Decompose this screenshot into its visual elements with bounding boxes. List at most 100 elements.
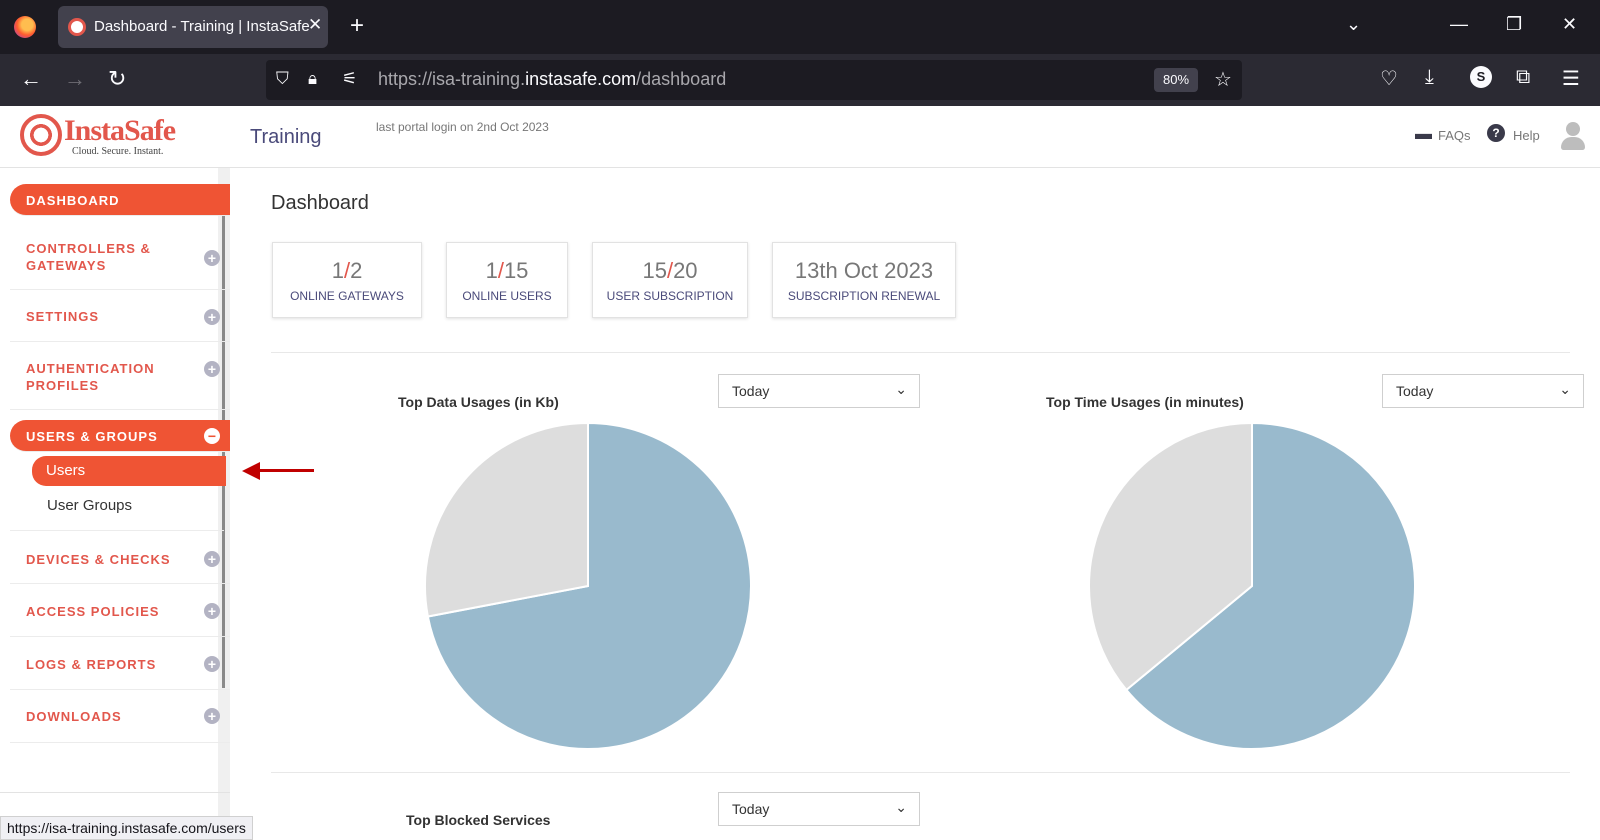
- sidebar-item-label: ACCESS POLICIES: [26, 604, 160, 619]
- tab-title: Dashboard - Training | InstaSafe: [94, 18, 310, 35]
- sidebar-bottom-divider: [0, 792, 230, 793]
- stat-label: SUBSCRIPTION RENEWAL: [787, 289, 941, 303]
- expand-plus-icon[interactable]: +: [204, 551, 220, 567]
- browser-status-url: https://isa-training.instasafe.com/users: [0, 816, 253, 840]
- url-bar[interactable]: ⛉ 🔒︎ ⚟ https://isa-training.instasafe.co…: [266, 60, 1242, 100]
- sidebar-item-label: SETTINGS: [26, 309, 100, 324]
- logo-text[interactable]: InstaSafe: [64, 114, 176, 147]
- browser-tab-bar: Dashboard - Training | InstaSafe ✕ + ⌄ —…: [0, 0, 1600, 54]
- pie-slice[interactable]: [426, 421, 752, 750]
- sidebar-item-logs-reports[interactable]: LOGS & REPORTS +: [10, 637, 230, 690]
- restore-icon[interactable]: ❐: [1506, 14, 1523, 34]
- lock-icon[interactable]: 🔒︎: [308, 69, 318, 88]
- sidebar-item-label: DOWNLOADS: [26, 709, 122, 724]
- expand-plus-icon[interactable]: +: [204, 250, 220, 266]
- stat-card-users[interactable]: 1/15 ONLINE USERS: [446, 242, 568, 318]
- instasafe-logo-icon[interactable]: [20, 114, 62, 156]
- sidebar-subitem-user-groups[interactable]: User Groups: [47, 497, 133, 514]
- sidebar-divider: [10, 530, 224, 531]
- sidebar-item-access-policies[interactable]: ACCESS POLICIES +: [10, 584, 230, 637]
- sidebar-item-settings[interactable]: SETTINGS +: [10, 290, 230, 342]
- expand-plus-icon[interactable]: +: [204, 656, 220, 672]
- expand-plus-icon[interactable]: +: [204, 309, 220, 325]
- pie-slice[interactable]: [1124, 421, 1416, 750]
- browser-nav-bar: ← → ↻ ⛉ 🔒︎ ⚟ https://isa-training.instas…: [0, 54, 1600, 106]
- shield-icon[interactable]: ⛉: [276, 69, 289, 88]
- expand-plus-icon[interactable]: +: [204, 603, 220, 619]
- help-icon[interactable]: ?: [1487, 124, 1505, 142]
- sidebar-item-users-groups[interactable]: USERS & GROUPS −: [10, 420, 230, 452]
- pie-slice[interactable]: [424, 421, 589, 618]
- blocked-services-period-select[interactable]: Today ⌄: [718, 792, 920, 826]
- sidebar-item-label: CONTROLLERS & GATEWAYS: [26, 241, 151, 273]
- bookmark-star-icon[interactable]: ☆: [1214, 69, 1232, 91]
- stat-card-renewal[interactable]: 13th Oct 2023 SUBSCRIPTION RENEWAL: [772, 242, 956, 318]
- stat-value: 15/20: [642, 258, 698, 283]
- stat-value: 1/2: [331, 258, 363, 283]
- stat-label: ONLINE GATEWAYS: [290, 289, 404, 303]
- time-usage-pie-chart[interactable]: [1086, 420, 1418, 752]
- firefox-icon[interactable]: [14, 16, 36, 38]
- sidebar-item-controllers[interactable]: CONTROLLERS & GATEWAYS +: [10, 222, 230, 290]
- chevron-down-icon: ⌄: [1559, 381, 1571, 397]
- zoom-level[interactable]: 80%: [1154, 68, 1198, 92]
- time-usage-period-select[interactable]: Today ⌄: [1382, 374, 1584, 408]
- org-name: Training: [250, 126, 322, 148]
- new-tab-icon[interactable]: +: [350, 12, 365, 39]
- stat-card-subscription[interactable]: 15/20 USER SUBSCRIPTION: [592, 242, 748, 318]
- menu-icon[interactable]: ☰: [1562, 68, 1580, 90]
- sidebar-item-authentication-profiles[interactable]: AUTHENTICATION PROFILES +: [10, 342, 230, 410]
- data-usage-period-select[interactable]: Today ⌄: [718, 374, 920, 408]
- sidebar-subitem-label: Users: [46, 462, 86, 479]
- browser-tab[interactable]: Dashboard - Training | InstaSafe ✕: [58, 6, 328, 48]
- stat-label: ONLINE USERS: [462, 289, 552, 303]
- chart-title-blocked-services: Top Blocked Services: [406, 812, 551, 828]
- downloads-icon[interactable]: ⤓: [1425, 66, 1434, 88]
- sidebar-item-label: AUTHENTICATION PROFILES: [26, 361, 155, 393]
- instasafe-favicon-icon: [68, 18, 86, 36]
- section-divider: [271, 352, 1570, 353]
- sidebar-item-downloads[interactable]: DOWNLOADS +: [10, 690, 230, 743]
- account-avatar[interactable]: S: [1470, 66, 1492, 88]
- faq-chat-icon[interactable]: ▬: [1415, 124, 1432, 143]
- expand-plus-icon[interactable]: +: [204, 708, 220, 724]
- pie-slice[interactable]: [1088, 421, 1253, 692]
- window-close-icon[interactable]: ✕: [1562, 14, 1578, 34]
- back-icon[interactable]: ←: [20, 66, 42, 91]
- forward-icon[interactable]: →: [64, 66, 86, 91]
- chart-title-time-usage: Top Time Usages (in minutes): [1046, 394, 1244, 410]
- extensions-icon[interactable]: ⧉: [1516, 66, 1531, 88]
- chevron-down-icon: ⌄: [895, 799, 907, 815]
- chart-title-data-usage: Top Data Usages (in Kb): [398, 394, 559, 410]
- user-avatar[interactable]: [1560, 120, 1586, 150]
- pocket-icon[interactable]: ♡: [1380, 68, 1398, 90]
- collapse-minus-icon[interactable]: −: [204, 428, 220, 444]
- sidebar-item-label: LOGS & REPORTS: [26, 657, 157, 672]
- last-login-text: last portal login on 2nd Oct 2023: [376, 120, 549, 134]
- close-tab-icon[interactable]: ✕: [308, 15, 323, 34]
- pointer-arrow-icon: [242, 460, 314, 482]
- sidebar-item-label: DEVICES & CHECKS: [26, 552, 171, 567]
- sidebar-item-label: USERS & GROUPS: [26, 429, 158, 444]
- permissions-icon[interactable]: ⚟: [342, 69, 358, 88]
- minimize-icon[interactable]: —: [1450, 14, 1468, 34]
- expand-plus-icon[interactable]: +: [204, 361, 220, 377]
- list-tabs-chevron-icon[interactable]: ⌄: [1346, 14, 1362, 34]
- page-title: Dashboard: [271, 192, 369, 214]
- help-link[interactable]: Help: [1513, 128, 1540, 143]
- faqs-link[interactable]: FAQs: [1438, 128, 1471, 143]
- section-divider: [271, 772, 1570, 773]
- stat-card-gateways[interactable]: 1/2 ONLINE GATEWAYS: [272, 242, 422, 318]
- sidebar-item-label: DASHBOARD: [26, 193, 120, 208]
- app-header: InstaSafe Cloud. Secure. Instant. Traini…: [0, 106, 1600, 168]
- stat-value: 13th Oct 2023: [794, 258, 934, 283]
- url-text[interactable]: https://isa-training.instasafe.com/dashb…: [378, 69, 727, 89]
- sidebar-item-dashboard[interactable]: DASHBOARD: [10, 184, 230, 216]
- data-usage-pie-chart[interactable]: [422, 420, 754, 752]
- sidebar-item-devices-checks[interactable]: DEVICES & CHECKS +: [10, 531, 230, 584]
- sidebar: [0, 168, 230, 840]
- logo-tagline: Cloud. Secure. Instant.: [72, 146, 164, 157]
- stat-value: 1/15: [485, 258, 529, 283]
- sidebar-subitem-users[interactable]: Users: [32, 456, 226, 486]
- reload-icon[interactable]: ↻: [108, 66, 127, 91]
